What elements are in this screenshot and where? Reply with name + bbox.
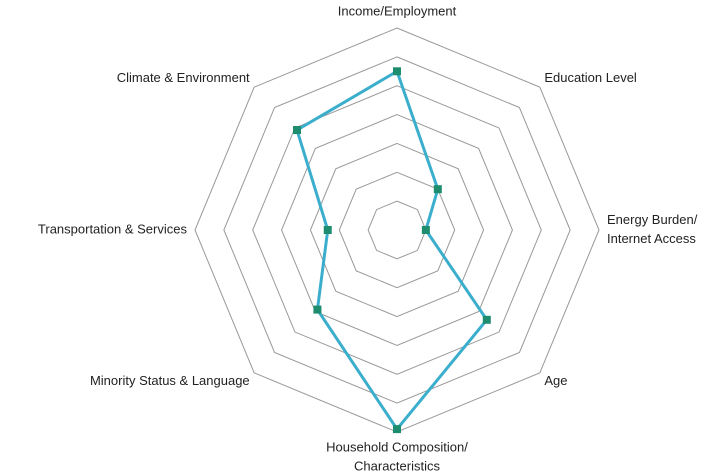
axis-label: Characteristics bbox=[354, 458, 440, 473]
axis-label: Education Level bbox=[544, 70, 637, 85]
grid-ring bbox=[338, 171, 456, 289]
marker bbox=[482, 315, 491, 324]
grid-ring bbox=[223, 56, 571, 404]
axis-label: Income/Employment bbox=[338, 3, 457, 18]
marker bbox=[393, 425, 401, 434]
marker bbox=[421, 226, 430, 234]
axis-label: Age bbox=[544, 373, 567, 388]
marker bbox=[393, 67, 401, 76]
grid-ring bbox=[194, 27, 600, 433]
grid-ring bbox=[367, 200, 427, 260]
marker bbox=[433, 185, 442, 194]
marker bbox=[313, 305, 322, 314]
marker bbox=[323, 226, 332, 234]
grid-ring bbox=[281, 114, 513, 346]
marker bbox=[293, 126, 302, 135]
series-line bbox=[295, 69, 489, 432]
axis-label: Climate & Environment bbox=[117, 70, 250, 85]
axis-label: Internet Access bbox=[607, 231, 696, 246]
grid-ring bbox=[309, 142, 485, 318]
axis-label: Household Composition/ bbox=[326, 439, 468, 454]
axis-label: Minority Status & Language bbox=[90, 373, 250, 388]
axis-label: Transportation & Services bbox=[38, 221, 188, 236]
axis-label: Energy Burden/ bbox=[607, 212, 698, 227]
grid-ring bbox=[252, 85, 542, 375]
